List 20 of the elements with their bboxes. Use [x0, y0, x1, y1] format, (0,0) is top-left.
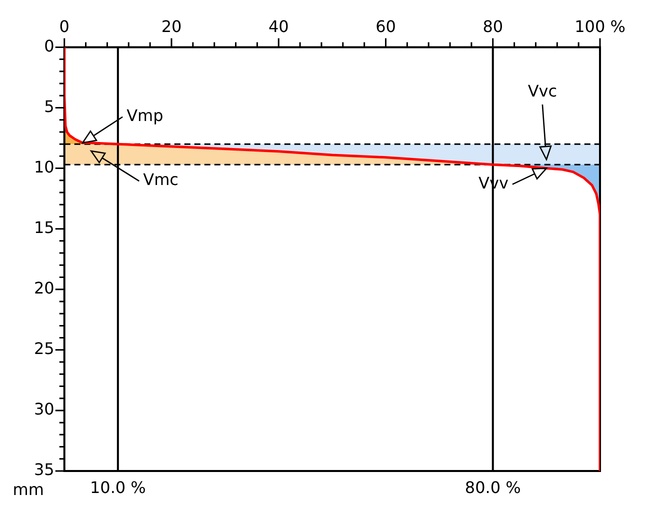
- annotation: Vvc: [528, 82, 558, 101]
- ref-line-label: 80.0 %: [464, 478, 521, 498]
- y-tick-label: 25: [34, 339, 54, 358]
- ref-line-label: 10.0 %: [90, 478, 146, 498]
- x-tick-label: 0: [59, 16, 70, 36]
- annotation: Vmc: [143, 170, 178, 190]
- y-axis-title: mm: [12, 480, 44, 500]
- y-tick-label: 0: [44, 36, 54, 56]
- y-tick-label: 5: [44, 96, 54, 116]
- y-tick-label: 20: [34, 278, 54, 298]
- y-tick-label: 15: [34, 218, 54, 237]
- x-tick-label: 100 %: [574, 16, 626, 36]
- y-tick-label: 30: [34, 400, 54, 419]
- annotation: Vmp: [126, 106, 164, 126]
- x-tick-label: 40: [268, 16, 289, 36]
- x-tick-label: 60: [376, 16, 396, 36]
- y-tick-label: 10: [34, 157, 54, 176]
- x-tick-label: 80: [482, 16, 504, 36]
- x-tick-label: 20: [161, 16, 182, 36]
- y-tick-label: 35: [34, 460, 54, 480]
